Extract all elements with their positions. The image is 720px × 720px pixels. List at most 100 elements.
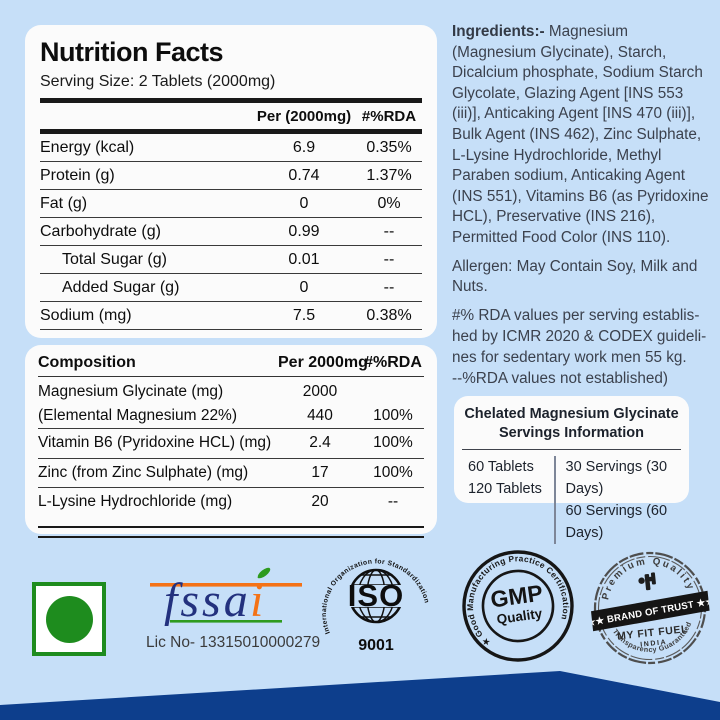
- row-label: (Elemental Magnesium 22%): [38, 406, 238, 424]
- composition-row-lysine: L-Lysine Hydrochloride (mg) 20 --: [38, 488, 424, 517]
- row-value: 20: [311, 493, 329, 511]
- row-rda: 0.35%: [366, 138, 412, 156]
- divider-thick: [40, 98, 422, 103]
- ingredients-paragraph: Ingredients:- Magnesium (Magnesium Glyci…: [452, 22, 714, 249]
- composition-panel: Composition Per 2000mg #%RDA Magnesium G…: [25, 345, 437, 538]
- composition-row-zinc: Zinc (from Zinc Sulphate) (mg) 17 100%: [38, 459, 424, 488]
- row-rda: 0.38%: [366, 306, 412, 324]
- row-value: 0: [299, 278, 309, 296]
- row-value: 0.01: [288, 250, 320, 268]
- row-label: Added Sugar (g): [62, 278, 180, 296]
- nutrition-table-header: Per (2000mg) #%RDA: [40, 103, 422, 129]
- servings-info-box: Chelated Magnesium Glycinate Servings In…: [454, 396, 689, 544]
- fssai-text-i: i: [250, 574, 263, 626]
- row-value: 17: [311, 463, 329, 481]
- row-rda: --: [383, 222, 395, 240]
- servings-tablets-column: 60 Tablets 120 Tablets: [464, 456, 554, 544]
- servings-table: 60 Tablets 120 Tablets 30 Servings (30 D…: [464, 456, 679, 544]
- lifter-icon: [638, 572, 656, 591]
- tablets-60: 60 Tablets: [468, 459, 534, 475]
- rda-note-line: --%RDA values not established): [452, 369, 668, 387]
- fssai-text-fssa: fssa: [164, 574, 251, 626]
- row-value: 6.9: [292, 138, 316, 156]
- trust-country-text: INDIA: [640, 639, 668, 649]
- nutrition-facts-panel: Nutrition Facts Serving Size: 2 Tablets …: [25, 25, 437, 338]
- row-rda: --: [387, 493, 399, 511]
- row-label: Protein (g): [40, 166, 115, 184]
- row-label: Sodium (mg): [40, 306, 132, 324]
- row-rda: --: [383, 250, 395, 268]
- header-rda: #%RDA: [361, 107, 417, 125]
- nutrition-row-protein: Protein (g) 0.74 1.37%: [40, 162, 422, 190]
- composition-row-vitamin-b6: Vitamin B6 (Pyridoxine HCL) (mg) 2.4 100…: [38, 429, 424, 459]
- servings-60: 60 Servings (60 Days): [565, 503, 668, 541]
- row-label: Energy (kcal): [40, 138, 135, 156]
- nutrition-row-total-sugar: Total Sugar (g) 0.01 --: [40, 246, 422, 274]
- rda-note: #% RDA values per serving establis- hed …: [452, 306, 714, 389]
- row-label: Carbohydrate (g): [40, 222, 161, 240]
- gmp-quality-badge-icon: ★ Good Manufacturing Practice Certificat…: [458, 546, 576, 662]
- ingredients-label: Ingredients:-: [452, 23, 545, 40]
- iso-9001-badge-icon: International Organization for Standardi…: [321, 558, 430, 654]
- brand-of-trust-badge-icon: Premium Quality Transparency Guaranteed …: [586, 551, 715, 665]
- row-value: 2.4: [309, 434, 331, 452]
- iso-name-text: ISO: [348, 578, 404, 613]
- composition-table-header: Composition Per 2000mg #%RDA: [38, 350, 424, 377]
- row-value: 2000: [302, 383, 338, 400]
- row-rda: 100%: [373, 463, 413, 481]
- header-rda: #%RDA: [364, 354, 422, 371]
- gmp-subtitle-text: Quality: [496, 606, 544, 627]
- nutrition-row-carbohydrate: Carbohydrate (g) 0.99 --: [40, 218, 422, 246]
- row-label: Total Sugar (g): [62, 250, 167, 268]
- tablets-120: 120 Tablets: [468, 481, 542, 497]
- row-label: Fat (g): [40, 194, 88, 212]
- nutrition-row-energy: Energy (kcal) 6.9 0.35%: [40, 134, 422, 162]
- row-value: 440: [307, 406, 333, 424]
- servings-box-title: Chelated Magnesium Glycinate Servings In…: [464, 405, 679, 443]
- row-rda: --: [383, 278, 395, 296]
- divider-thin: [462, 449, 681, 450]
- right-text-column: Ingredients:- Magnesium (Magnesium Glyci…: [452, 22, 714, 389]
- composition-title: Composition: [38, 354, 136, 371]
- vertical-divider: [554, 456, 556, 544]
- row-label: Vitamin B6 (Pyridoxine HCL) (mg): [38, 434, 272, 452]
- row-rda: 1.37%: [366, 166, 412, 184]
- nutrition-row-fat: Fat (g) 0 0%: [40, 190, 422, 218]
- servings-days-column: 30 Servings (30 Days) 60 Servings (60 Da…: [566, 456, 680, 544]
- row-value: 0.74: [288, 166, 320, 184]
- row-label: L-Lysine Hydrochloride (mg): [38, 493, 233, 511]
- bottom-wedge-decoration: [0, 671, 720, 720]
- allergen-text: Allergen: May Contain Soy, Milk and Nuts…: [452, 257, 698, 296]
- header-amount: Per (2000mg): [256, 107, 352, 125]
- row-value: 0: [299, 194, 309, 212]
- nutrition-row-added-sugar: Added Sugar (g) 0 --: [40, 274, 422, 302]
- composition-row-elemental-magnesium: (Elemental Magnesium 22%) 440 100%: [38, 403, 424, 429]
- iso-number-text: 9001: [358, 637, 394, 654]
- ingredients-text: Magnesium (Magnesium Glycinate), Starch,…: [452, 23, 709, 246]
- servings-30: 30 Servings (30 Days): [565, 459, 668, 497]
- fssai-license-number: Lic No- 13315010000279: [146, 634, 321, 651]
- row-value: 7.5: [292, 306, 316, 324]
- servings-title-line2: Servings Information: [498, 425, 645, 441]
- servings-title-line1: Chelated Magnesium Glycinate: [464, 406, 679, 422]
- vegetarian-mark-icon: [32, 582, 106, 656]
- nutrition-facts-title: Nutrition Facts: [40, 37, 224, 67]
- divider-thick: [40, 129, 422, 134]
- fssai-wordmark-icon: fssa i: [150, 567, 302, 627]
- fssai-logo: fssa i Lic No- 13315010000279: [146, 566, 326, 652]
- divider-double: [38, 525, 424, 538]
- row-rda: 0%: [377, 194, 401, 212]
- row-label: Magnesium Glycinate (mg): [38, 383, 224, 400]
- nutrition-row-sodium: Sodium (mg) 7.5 0.38%: [40, 302, 422, 330]
- serving-size-text: Serving Size: 2 Tablets (2000mg): [40, 73, 276, 90]
- row-label: Zinc (from Zinc Sulphate) (mg): [38, 463, 249, 481]
- rda-note-line: #% RDA values per serving establis-: [452, 307, 700, 325]
- row-rda: 100%: [373, 434, 413, 452]
- row-rda: 100%: [373, 406, 413, 424]
- vegetarian-green-dot: [45, 595, 93, 643]
- row-value: 0.99: [288, 222, 320, 240]
- header-amount: Per 2000mg: [278, 354, 368, 371]
- composition-row-magnesium-glycinate: Magnesium Glycinate (mg) 2000: [38, 381, 424, 403]
- rda-note-line: nes for sedentary work men 55 kg.: [452, 348, 687, 366]
- rda-note-line: hed by ICMR 2020 & CODEX guideli-: [452, 327, 707, 345]
